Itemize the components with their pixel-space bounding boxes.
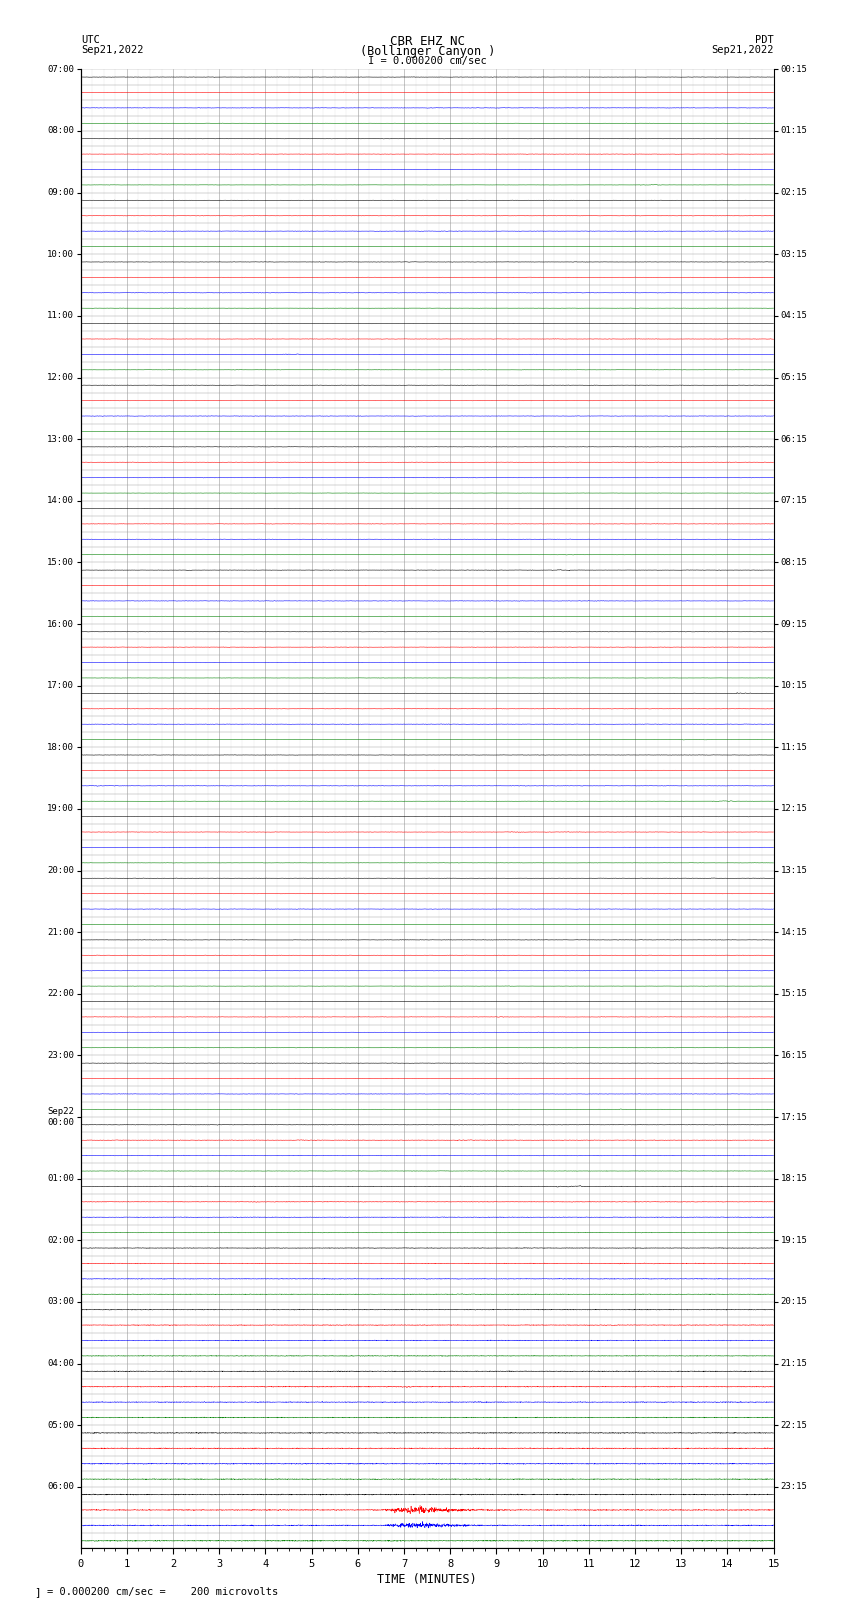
Text: = 0.000200 cm/sec =    200 microvolts: = 0.000200 cm/sec = 200 microvolts bbox=[47, 1587, 278, 1597]
Text: (Bollinger Canyon ): (Bollinger Canyon ) bbox=[360, 45, 496, 58]
Text: Sep21,2022: Sep21,2022 bbox=[81, 45, 144, 55]
Text: Sep21,2022: Sep21,2022 bbox=[711, 45, 774, 55]
Text: UTC: UTC bbox=[81, 35, 99, 45]
X-axis label: TIME (MINUTES): TIME (MINUTES) bbox=[377, 1573, 477, 1586]
Text: ]: ] bbox=[34, 1587, 41, 1597]
Text: I = 0.000200 cm/sec: I = 0.000200 cm/sec bbox=[368, 56, 487, 66]
Text: PDT: PDT bbox=[755, 35, 774, 45]
Text: CBR EHZ NC: CBR EHZ NC bbox=[390, 35, 465, 48]
